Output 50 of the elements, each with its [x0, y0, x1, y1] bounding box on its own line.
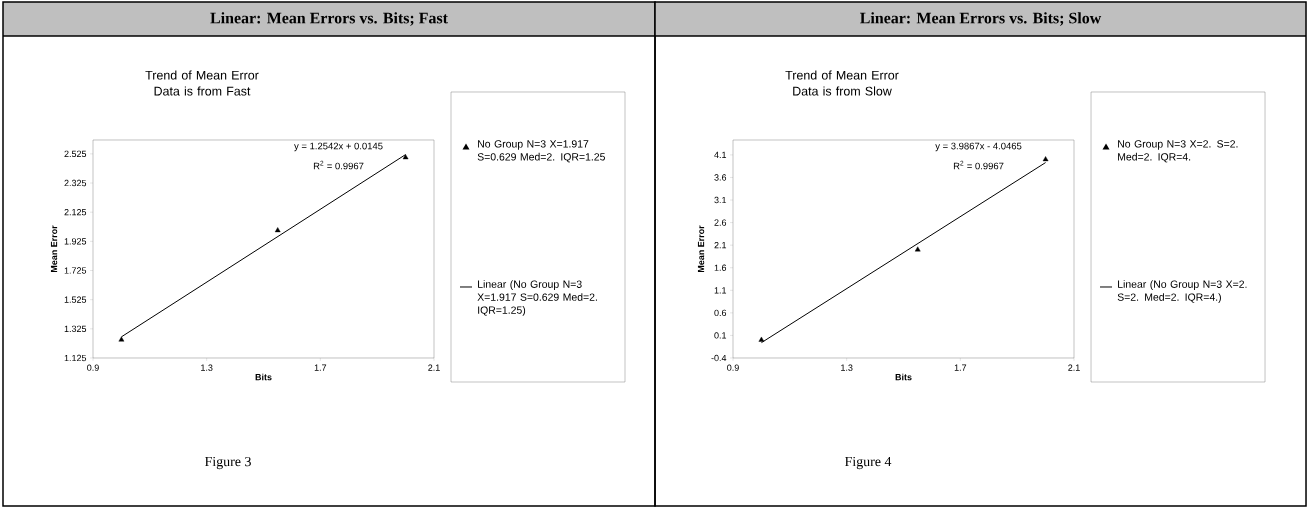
y-tick-label: 2.525 [64, 150, 87, 158]
y-tick-label: 3.6 [714, 174, 727, 181]
legend-label: Linear (No Group N=3 X=2. S=2. Med=2. IQR=4.) [1117, 280, 1247, 303]
annotation: y = 3.9867x - 4.0465 [935, 142, 1022, 152]
x-tick-label: 1.3 [841, 364, 853, 371]
point [118, 336, 125, 342]
y-tick-label: 2.125 [64, 209, 87, 216]
y-tick-label: 2.6 [714, 219, 727, 226]
legend-label: Linear (No Group N=3 X=1.917 S=0.629 Med=2. IQR=1.25) [477, 280, 597, 316]
annotation: R$^{2}$ = 0.9967 [953, 160, 1004, 170]
chart-subtitle: Trend of Mean Error Data is from Fast [145, 70, 259, 96]
x-tick-label: 1.3 [201, 364, 213, 371]
point [1042, 156, 1049, 162]
point [758, 336, 765, 342]
y-tick-label: 0.6 [714, 309, 727, 317]
legend-label: No Group N=3 X=2. S=2. Med=2. IQR=4. [1118, 140, 1238, 163]
annotation: R$^{2}$ = 0.9967 [313, 160, 364, 170]
y-tick-label: 3.1 [714, 196, 727, 204]
point [914, 246, 921, 252]
y-tick-label: -0.4 [711, 354, 727, 362]
y-tick-label: 1.125 [64, 354, 87, 362]
y-axis-title: Mean Error [697, 225, 705, 273]
y-tick-label: 1.1 [714, 287, 727, 294]
x-tick-label: 0.9 [87, 364, 99, 371]
y-tick-label: 1.725 [64, 267, 87, 274]
caption: Figure 4 [844, 456, 892, 470]
chart-title: Linear: Mean Errors vs. Bits; Fast [210, 12, 448, 26]
x-tick-label: 1.7 [954, 364, 967, 371]
legend-label: No Group N=3 X=1.917 S=0.629 Med=2. IQR=1.25 [477, 140, 605, 163]
y-tick-label: 1.6 [714, 264, 727, 271]
point [274, 227, 281, 233]
y-axis-title: Mean Error [50, 225, 58, 273]
y-tick-label: 1.925 [64, 238, 87, 245]
chart-subtitle: Trend of Mean Error Data is from Slow [785, 70, 899, 96]
y-tick-label: 1.325 [64, 325, 87, 333]
x-tick-label: 0.9 [727, 364, 739, 371]
y-tick-label: 0.1 [714, 332, 727, 339]
y-tick-label: 2.1 [714, 242, 727, 249]
x-axis-title: Bits [895, 373, 912, 381]
x-axis-title: Bits [255, 373, 272, 381]
y-tick-label: 1.525 [64, 296, 87, 303]
y-tick-label: 2.325 [64, 179, 87, 187]
annotation: y = 1.2542x + 0.0145 [294, 142, 383, 152]
point [402, 154, 409, 160]
chart-title: Linear: Mean Errors vs. Bits; Slow [860, 12, 1102, 26]
x-tick-label: 2.1 [1068, 364, 1080, 371]
x-tick-label: 1.7 [314, 364, 327, 371]
x-tick-label: 2.1 [428, 364, 440, 371]
y-tick-label: 4.1 [714, 151, 727, 158]
caption: Figure 3 [204, 456, 251, 470]
